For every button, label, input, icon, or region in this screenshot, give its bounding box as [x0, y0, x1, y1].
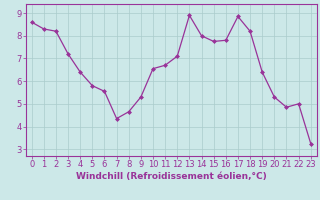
- X-axis label: Windchill (Refroidissement éolien,°C): Windchill (Refroidissement éolien,°C): [76, 172, 267, 181]
